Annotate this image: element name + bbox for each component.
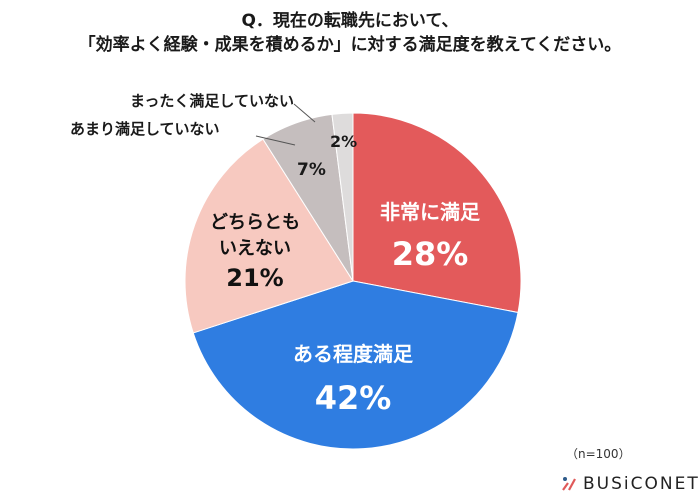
sample-size-note: （n=100） [566,447,631,461]
chart-title-line1: Q．現在の転職先において、 [241,11,459,31]
leader-line [255,135,296,146]
label-not-at-all-pct: 2% [330,132,358,151]
chart-title-line2: 「効率よく経験・成果を積めるか」に対する満足度を教えてください。 [78,35,622,55]
brand-logo: BUSiCONET [561,474,700,494]
label-very-satisfied: 非常に満足 28% [380,200,480,273]
pie-slice [184,138,354,334]
label-somewhat-satisfied: ある程度満足 42% [293,342,413,417]
logo-mark-icon [562,477,576,491]
brand-name: BUSiCONET [583,474,700,494]
pie-slice [331,112,354,282]
pie-slice [352,112,522,314]
label-neutral: どちらとも いえない 21% [210,212,300,292]
leader-line [293,103,316,123]
label-not-very-pct: 7% [297,160,326,180]
pie-slice [192,280,519,450]
label-not-at-all-name: まったく満足していない [130,92,294,110]
label-not-very-name: あまり満足していない [70,120,220,138]
